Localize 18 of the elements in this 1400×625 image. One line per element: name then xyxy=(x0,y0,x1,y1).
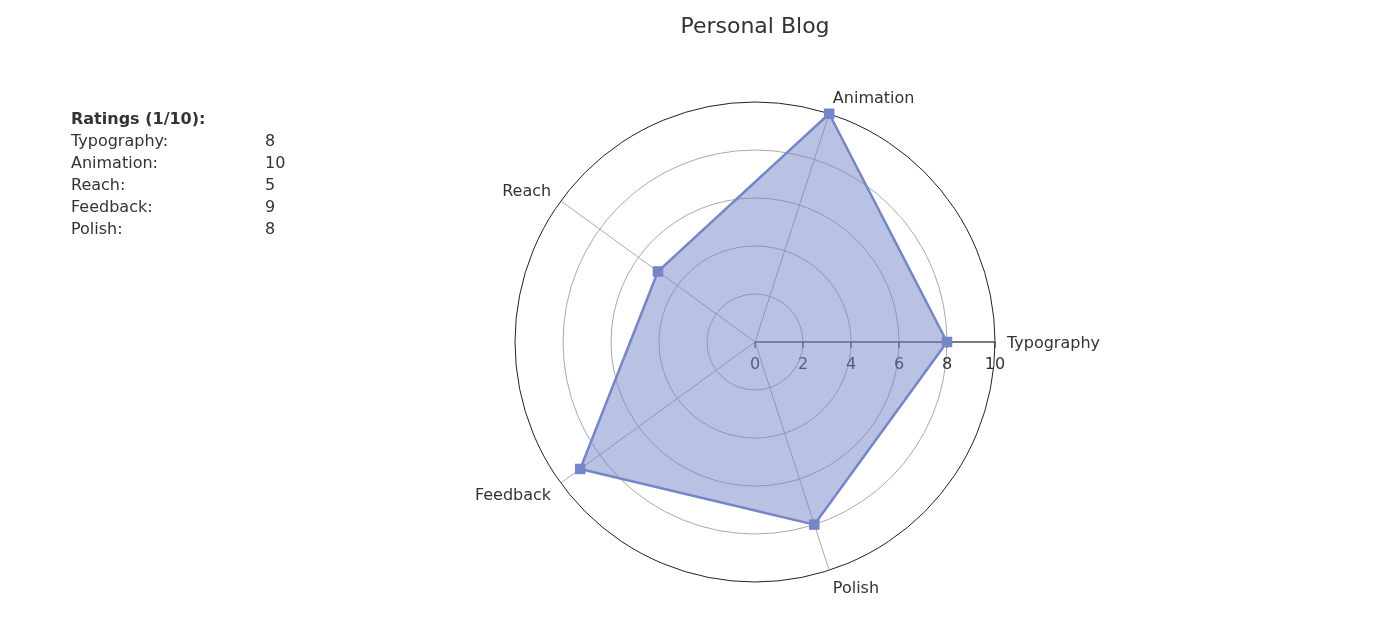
spoke-label: Reach xyxy=(502,181,552,201)
text: Animation: 10 xyxy=(71,153,286,172)
text: Feedback: 9 xyxy=(71,197,276,216)
y-tick-label: 8 xyxy=(941,354,953,373)
text: Polish: 8 xyxy=(71,219,276,238)
spoke-label: Feedback xyxy=(474,484,552,504)
y-tick-label: 2 xyxy=(797,354,809,373)
text: Ratings (1/10): xyxy=(71,109,206,128)
spoke-label: Animation xyxy=(832,87,915,107)
spoke-label: Typography xyxy=(1006,333,1100,352)
text: Reach: 5 xyxy=(71,175,276,194)
y-tick-label: 6 xyxy=(893,354,905,373)
y-tick-label: 0 xyxy=(749,354,761,373)
text: Typography: 8 xyxy=(71,131,276,150)
spoke-label: Polish xyxy=(832,578,880,598)
y-tick-label: 10 xyxy=(984,354,1006,373)
chart-title: Personal Blog xyxy=(680,13,830,38)
y-tick-label: 4 xyxy=(845,354,857,373)
